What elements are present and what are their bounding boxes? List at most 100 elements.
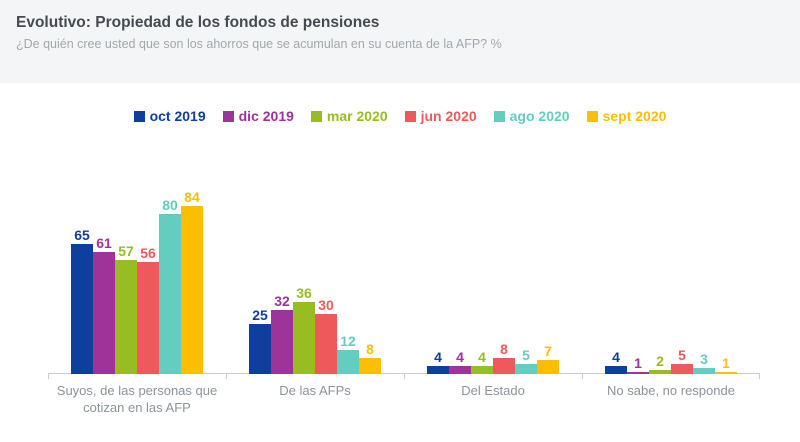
bar-column: 84 <box>181 189 203 374</box>
bar <box>115 260 137 374</box>
page-title: Evolutivo: Propiedad de los fondos de pe… <box>16 14 380 31</box>
bar-column: 80 <box>159 197 181 374</box>
bar <box>627 372 649 374</box>
bar <box>271 310 293 374</box>
bar-column: 12 <box>337 333 359 374</box>
bar-value-label: 32 <box>274 293 290 309</box>
bar <box>337 350 359 374</box>
bar-column: 4 <box>427 349 449 374</box>
bar-column: 32 <box>271 293 293 374</box>
bar <box>293 302 315 374</box>
bar-column: 8 <box>493 341 515 374</box>
bar-value-label: 4 <box>478 349 486 365</box>
legend-item: sept 2020 <box>586 108 667 124</box>
bar-value-label: 4 <box>612 349 620 365</box>
bar-value-label: 3 <box>700 351 708 367</box>
bar-column: 4 <box>471 349 493 374</box>
category-label-text: Suyos, de las personas que cotizan en la… <box>56 383 218 415</box>
legend-label: dic 2019 <box>238 108 294 124</box>
legend-label: jun 2020 <box>420 108 477 124</box>
bar-value-label: 36 <box>296 285 312 301</box>
bar-column: 5 <box>515 347 537 374</box>
bar <box>693 368 715 374</box>
category-label: Suyos, de las personas que cotizan en la… <box>48 374 226 417</box>
category-label-text: De las AFPs <box>279 383 351 398</box>
bar-column: 1 <box>715 355 737 374</box>
bar <box>427 366 449 374</box>
bar <box>249 324 271 374</box>
bar-value-label: 5 <box>678 347 686 363</box>
bar <box>515 364 537 374</box>
bar-column: 5 <box>671 347 693 374</box>
axis-tick <box>404 374 405 379</box>
bar-value-label: 65 <box>74 227 90 243</box>
bar <box>537 360 559 374</box>
bar <box>159 214 181 374</box>
bar-value-label: 5 <box>522 347 530 363</box>
legend-swatch-icon <box>133 110 145 122</box>
bar-group: 25 32 36 30 12 8 <box>226 285 404 374</box>
legend-label: ago 2020 <box>509 108 570 124</box>
bar-column: 65 <box>71 227 93 374</box>
bar-column: 7 <box>537 343 559 374</box>
legend-swatch-icon <box>222 110 234 122</box>
bar-column: 2 <box>649 353 671 374</box>
legend-swatch-icon <box>586 110 598 122</box>
legend-item: ago 2020 <box>493 108 570 124</box>
legend-label: mar 2020 <box>326 108 388 124</box>
bar-column: 56 <box>137 245 159 374</box>
axis-tick <box>48 374 49 379</box>
bar <box>137 262 159 374</box>
bar <box>671 364 693 374</box>
bar-value-label: 8 <box>500 341 508 357</box>
bar-column: 36 <box>293 285 315 374</box>
axis-tick <box>759 374 760 379</box>
bar-column: 4 <box>449 349 471 374</box>
page-subtitle: ¿De quién cree usted que son los ahorros… <box>16 37 502 51</box>
category-label-text: No sabe, no responde <box>607 383 735 398</box>
legend-item: jun 2020 <box>404 108 477 124</box>
bar-value-label: 84 <box>184 189 200 205</box>
bar <box>605 366 627 374</box>
legend-swatch-icon <box>310 110 322 122</box>
bar <box>649 370 671 374</box>
bar-value-label: 80 <box>162 197 178 213</box>
bar-value-label: 56 <box>140 245 156 261</box>
legend-swatch-icon <box>404 110 416 122</box>
legend-item: oct 2019 <box>133 108 206 124</box>
axis-tick <box>226 374 227 379</box>
bar-value-label: 12 <box>340 333 356 349</box>
bar-column: 57 <box>115 243 137 374</box>
x-axis-line <box>48 373 760 374</box>
bar-column: 61 <box>93 235 115 374</box>
bar <box>315 314 337 374</box>
bar-value-label: 7 <box>544 343 552 359</box>
x-axis-labels: Suyos, de las personas que cotizan en la… <box>48 374 760 417</box>
bar-group: 65 61 57 56 80 84 <box>48 189 226 374</box>
bar <box>493 358 515 374</box>
bar-value-label: 30 <box>318 297 334 313</box>
chart-legend: oct 2019 dic 2019 mar 2020 jun 2020 ago 2020… <box>0 107 800 125</box>
category-label: No sabe, no responde <box>582 374 760 417</box>
plot-area: 65 61 57 56 80 84 25 32 36 30 12 8 4 4 4 8 5 7 4 1 2 5 3 1 <box>48 136 760 379</box>
category-label: Del Estado <box>404 374 582 417</box>
bar-column: 4 <box>605 349 627 374</box>
bar-column: 30 <box>315 297 337 374</box>
chart-header: Evolutivo: Propiedad de los fondos de pe… <box>0 0 800 83</box>
bar-value-label: 61 <box>96 235 112 251</box>
bar <box>449 366 471 374</box>
bar-value-label: 2 <box>656 353 664 369</box>
legend-item: dic 2019 <box>222 108 294 124</box>
bar-value-label: 57 <box>118 243 134 259</box>
bar <box>71 244 93 374</box>
bar-value-label: 4 <box>434 349 442 365</box>
bar-column: 25 <box>249 307 271 374</box>
bar-value-label: 1 <box>722 355 730 371</box>
legend-swatch-icon <box>493 110 505 122</box>
legend-label: oct 2019 <box>149 108 206 124</box>
bar <box>93 252 115 374</box>
legend-label: sept 2020 <box>602 108 667 124</box>
bar <box>181 206 203 374</box>
